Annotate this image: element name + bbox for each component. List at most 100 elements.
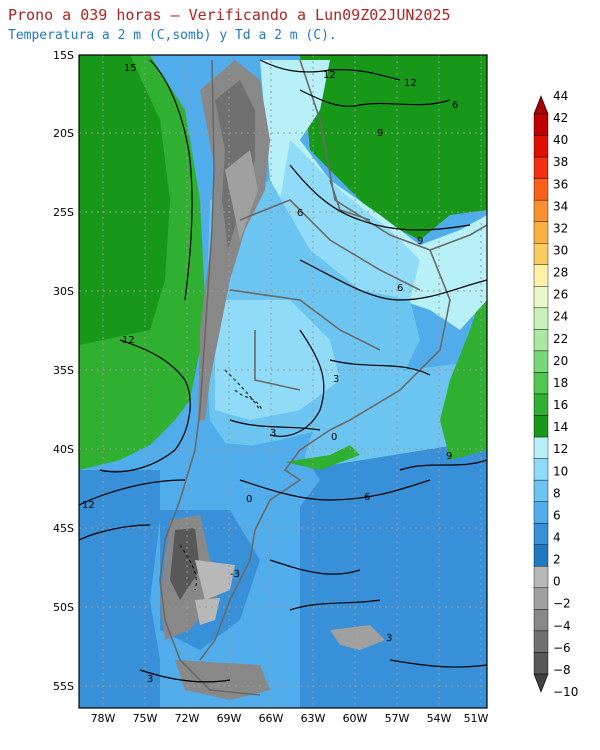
contour-label: 15 — [124, 63, 137, 74]
colorbar-swatch — [533, 156, 549, 179]
colorbar-swatch — [533, 587, 549, 610]
colorbar-label: 36 — [553, 177, 568, 191]
colorbar-swatch — [533, 264, 549, 287]
lat-label: 35S — [53, 364, 74, 377]
contour-labels: 15 12 12 12 9 9 9 6 6 6 6 3 3 3 3 0 0 -3 — [122, 63, 458, 685]
colorbar-swatch — [533, 307, 549, 330]
colorbar-label: 28 — [553, 266, 568, 280]
colorbar-swatch — [533, 501, 549, 524]
colorbar-swatch — [533, 372, 549, 395]
lat-label: 45S — [53, 522, 74, 535]
colorbar-swatch — [533, 113, 549, 136]
contour-label: 12 — [82, 500, 95, 511]
lat-label: 50S — [53, 601, 74, 614]
colorbar-label: 0 — [553, 575, 561, 589]
lon-label: 66W — [259, 712, 284, 725]
contour-label: 6 — [364, 492, 370, 503]
colorbar-label: −4 — [553, 619, 571, 633]
lat-label: 15S — [53, 49, 74, 62]
lon-label: 54W — [427, 712, 452, 725]
colorbar-top-arrow — [533, 95, 549, 115]
colorbar-label: 10 — [553, 464, 568, 478]
contour-label: 9 — [417, 236, 423, 247]
colorbar-swatch — [533, 609, 549, 632]
colorbar-swatch — [533, 458, 549, 481]
colorbar-label: 26 — [553, 288, 568, 302]
lat-label: 40S — [53, 443, 74, 456]
colorbar-swatch — [533, 630, 549, 653]
contour-label: 0 — [246, 494, 252, 505]
map-subtitle: Temperatura a 2 m (C,somb) y Td a 2 m (C… — [8, 28, 337, 43]
lon-label: 60W — [343, 712, 368, 725]
colorbar-label: −6 — [553, 641, 571, 655]
contour-label: 3 — [147, 674, 153, 685]
lat-label: 30S — [53, 285, 74, 298]
lon-label: 72W — [175, 712, 200, 725]
contour-label: 6 — [452, 100, 458, 111]
colorbar-label: 40 — [553, 133, 568, 147]
colorbar: 4442403836343230282624222018161412108642… — [533, 89, 578, 699]
contour-label: 9 — [446, 451, 452, 462]
colorbar-swatch — [533, 652, 549, 675]
contour-label: 12 — [122, 335, 135, 346]
colorbar-swatch — [533, 221, 549, 244]
colorbar-label: 16 — [553, 398, 568, 412]
contour-label: 12 — [323, 70, 336, 81]
map-frame — [78, 54, 488, 709]
colorbar-swatch — [533, 135, 549, 158]
colorbar-label: 12 — [553, 442, 568, 456]
colorbar-label: 4 — [553, 530, 561, 544]
colorbar-label: 44 — [553, 89, 568, 103]
colorbar-swatch — [533, 286, 549, 309]
colorbar-label: 20 — [553, 354, 568, 368]
contour-label: 6 — [297, 208, 303, 219]
colorbar-swatch — [533, 436, 549, 459]
colorbar-swatch — [533, 199, 549, 222]
colorbar-swatch — [533, 243, 549, 265]
colorbar-swatch — [533, 350, 549, 373]
colorbar-swatch — [533, 566, 549, 589]
lon-label: 63W — [301, 712, 326, 725]
lon-label: 57W — [385, 712, 410, 725]
longitude-labels: 78W 75W 72W 69W 66W 63W 60W 57W 54W 51W — [91, 712, 489, 725]
lon-label: 51W — [464, 712, 489, 725]
colorbar-swatch — [533, 178, 549, 201]
colorbar-swatch — [533, 393, 549, 416]
colorbar-swatch — [533, 329, 549, 352]
contour-label: 6 — [397, 283, 403, 294]
colorbar-label: −10 — [553, 685, 578, 699]
lat-label: 20S — [53, 127, 74, 140]
colorbar-label: 8 — [553, 486, 561, 500]
contour-label: 3 — [333, 374, 339, 385]
lat-label: 55S — [53, 680, 74, 693]
colorbar-label: 18 — [553, 376, 568, 390]
colorbar-swatch — [533, 544, 549, 567]
colorbar-bottom-arrow — [533, 673, 549, 693]
colorbar-swatch — [533, 415, 549, 438]
contour-label: -3 — [230, 569, 240, 580]
colorbar-label: 30 — [553, 244, 568, 258]
colorbar-label: −2 — [553, 597, 571, 611]
contour-label: 0 — [331, 432, 337, 443]
colorbar-label: 32 — [553, 221, 568, 235]
colorbar-label: −8 — [553, 663, 571, 677]
map-field — [79, 55, 487, 708]
colorbar-swatch — [533, 479, 549, 502]
colorbar-label: 22 — [553, 332, 568, 346]
colorbar-label: 2 — [553, 553, 561, 567]
colorbar-label: 38 — [553, 155, 568, 169]
colorbar-label: 6 — [553, 508, 561, 522]
colorbar-swatch — [533, 523, 549, 545]
lon-label: 69W — [217, 712, 242, 725]
colorbar-label: 34 — [553, 199, 568, 213]
contour-label: 3 — [386, 633, 392, 644]
colorbar-label: 24 — [553, 310, 568, 324]
latitude-labels: 15S 20S 25S 30S 35S 40S 45S 50S 55S — [53, 49, 74, 693]
lon-label: 75W — [133, 712, 158, 725]
lat-label: 25S — [53, 206, 74, 219]
contour-label: 3 — [270, 428, 276, 439]
lon-label: 78W — [91, 712, 116, 725]
contour-label: 9 — [377, 128, 383, 139]
colorbar-label: 14 — [553, 420, 568, 434]
